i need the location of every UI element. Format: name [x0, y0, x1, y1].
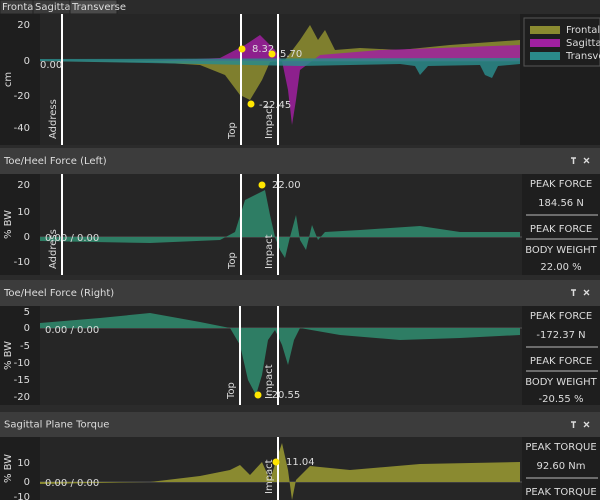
panel-header — [0, 280, 600, 306]
annotation: 11.04 — [286, 457, 315, 468]
event-label: Impact — [264, 364, 275, 399]
info-text: PEAK TORQUE — [525, 487, 596, 498]
event-label: Top — [227, 252, 238, 270]
pin-icon[interactable] — [571, 421, 576, 428]
plot-area — [40, 14, 520, 145]
y-tick-label: -20 — [14, 392, 30, 403]
info-text: 92.60 Nm — [536, 461, 585, 472]
close-icon[interactable] — [583, 289, 590, 296]
legend-swatch — [530, 52, 560, 60]
legend-swatch — [530, 26, 560, 34]
info-text: -20.55 % — [539, 394, 584, 405]
annotation: 22.00 — [272, 180, 301, 191]
close-icon[interactable] — [583, 157, 590, 164]
event-label: Address — [48, 99, 59, 139]
waveform — [40, 58, 520, 78]
y-tick-label: 10 — [17, 207, 30, 218]
info-text: PEAK FORCE — [530, 179, 592, 190]
event-label: Impact — [264, 104, 275, 139]
annotation: 0.00 / 0.00 — [45, 478, 99, 489]
pin-icon[interactable] — [571, 157, 576, 164]
annotation: 0.00 — [40, 60, 62, 71]
legend-label: Frontal — [566, 25, 600, 36]
peak-dot — [254, 391, 262, 399]
annotation: 5.70 — [280, 49, 302, 60]
y-tick-label: -10 — [14, 257, 30, 268]
tab-label[interactable]: Transverse — [71, 2, 126, 13]
panel-title: Toe/Heel Force (Right) — [3, 288, 114, 299]
y-axis-label: % BW — [3, 210, 14, 239]
info-text: BODY WEIGHT — [525, 377, 597, 388]
tab-label[interactable]: Sagittal — [35, 2, 73, 13]
info-text: PEAK FORCE — [530, 356, 592, 367]
event-label: Top — [226, 382, 237, 400]
close-icon[interactable] — [583, 421, 590, 428]
peak-dot — [247, 100, 255, 108]
info-text: 22.00 % — [540, 262, 581, 273]
legend: Frontal Sagittal Transverse — [530, 25, 600, 62]
y-tick-label: 0 — [24, 56, 30, 67]
plot-area — [40, 174, 522, 275]
y-tick-label: -20 — [14, 91, 30, 102]
tab-label[interactable]: Frontal — [2, 2, 36, 13]
info-text: PEAK TORQUE — [525, 442, 596, 453]
peak-dot — [272, 458, 280, 466]
event-label: Impact — [264, 459, 275, 494]
annotation: -22.45 — [259, 100, 291, 111]
y-tick-label: -15 — [14, 375, 30, 386]
y-tick-label: -5 — [20, 341, 30, 352]
annotation: 8.32 — [252, 44, 274, 55]
event-label: Impact — [264, 234, 275, 269]
waveform — [40, 443, 520, 500]
y-tick-label: 20 — [17, 180, 30, 191]
info-text: -172.37 N — [536, 330, 585, 341]
event-label: Address — [48, 229, 59, 269]
annotation: 0.00 / 0.00 — [45, 325, 99, 336]
y-tick-label: 10 — [17, 458, 30, 469]
panel-title: Sagittal Plane Torque — [4, 420, 109, 431]
waveform — [40, 313, 520, 395]
waveform — [40, 190, 520, 258]
y-axis-label: % BW — [3, 341, 14, 370]
y-tick-label: 0 — [24, 323, 30, 334]
y-tick-label: -10 — [14, 492, 30, 500]
panel-title: Toe/Heel Force (Left) — [3, 156, 107, 167]
legend-label: Sagittal — [566, 38, 600, 49]
info-text: BODY WEIGHT — [525, 245, 597, 256]
y-tick-label: -10 — [14, 358, 30, 369]
annotation: 0.00 / 0.00 — [45, 233, 99, 244]
y-tick-label: 20 — [17, 20, 30, 31]
panel-header — [0, 412, 600, 437]
event-label: Top — [227, 122, 238, 140]
peak-dot — [258, 181, 266, 189]
peak-dot — [238, 45, 246, 53]
annotation: -20.55 — [268, 390, 300, 401]
info-text: PEAK FORCE — [530, 311, 592, 322]
y-axis-label: cm — [3, 72, 14, 87]
y-tick-label: 0 — [24, 477, 30, 488]
info-text: 184.56 N — [538, 198, 584, 209]
pin-icon[interactable] — [571, 289, 576, 296]
y-tick-label: 5 — [24, 307, 30, 318]
legend-label: Transverse — [565, 51, 600, 62]
y-tick-label: 0 — [24, 232, 30, 243]
y-axis-label: % BW — [3, 454, 14, 483]
panel-header — [0, 148, 600, 174]
y-tick-label: -40 — [14, 123, 30, 134]
legend-swatch — [530, 39, 560, 47]
peak-dot — [268, 50, 276, 58]
waveform — [150, 35, 520, 125]
info-text: PEAK FORCE — [530, 224, 592, 235]
